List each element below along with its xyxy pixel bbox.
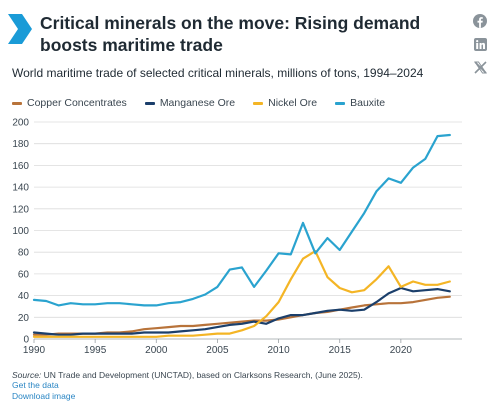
x-tick-label: 1995 <box>84 345 107 356</box>
y-tick-label: 0 <box>23 335 29 346</box>
legend-swatch <box>335 101 346 105</box>
source-label: Source: <box>12 370 42 380</box>
legend-swatch <box>12 101 22 105</box>
download-image-link[interactable]: Download image <box>12 391 76 401</box>
x-tick-label: 2010 <box>267 345 290 356</box>
legend-label: Bauxite <box>350 97 386 109</box>
y-tick-label: 160 <box>12 161 29 172</box>
legend-item-nickel: Nickel Ore <box>253 97 317 109</box>
legend-swatch <box>144 101 155 105</box>
y-tick-label: 140 <box>12 183 29 194</box>
series-line-manganese-ore <box>32 286 451 336</box>
y-tick-label: 80 <box>18 248 30 259</box>
source-text: UN Trade and Development (UNCTAD), based… <box>43 370 363 380</box>
x-tick-label: 2005 <box>206 345 229 356</box>
series-line-copper-concentrates <box>32 295 451 336</box>
y-tick-label: 60 <box>18 269 30 280</box>
chart-legend: Copper Concentrates Manganese Ore Nickel… <box>12 96 385 110</box>
logo-chevron-icon <box>8 14 32 44</box>
page-title: Critical minerals on the move: Rising de… <box>40 13 421 55</box>
legend-item-manganese: Manganese Ore <box>144 97 236 109</box>
share-icons <box>470 14 490 74</box>
legend-item-copper: Copper Concentrates <box>12 97 127 109</box>
legend-item-bauxite: Bauxite <box>335 97 385 109</box>
x-tick-label: 2015 <box>329 345 352 356</box>
x-tick-label: 2000 <box>145 345 168 356</box>
y-tick-label: 180 <box>12 139 29 150</box>
legend-label: Nickel Ore <box>268 97 318 109</box>
y-tick-label: 200 <box>12 118 29 129</box>
x-tick-label: 1990 <box>23 345 46 356</box>
y-tick-label: 40 <box>18 291 30 302</box>
source-note: Source: UN Trade and Development (UNCTAD… <box>12 370 363 380</box>
y-tick-label: 20 <box>18 313 30 324</box>
x-tick-label: 2020 <box>390 345 413 356</box>
x-icon[interactable] <box>473 61 487 74</box>
series-line-bauxite <box>32 133 451 307</box>
y-tick-label: 120 <box>12 204 29 215</box>
legend-label: Manganese Ore <box>159 97 236 109</box>
legend-label: Copper Concentrates <box>27 97 127 109</box>
chart-subtitle: World maritime trade of selected critica… <box>12 66 424 80</box>
facebook-icon[interactable] <box>473 14 487 28</box>
y-tick-label: 100 <box>12 226 29 237</box>
legend-swatch <box>253 101 264 105</box>
series-line-nickel-ore <box>32 250 451 338</box>
get-data-link[interactable]: Get the data <box>12 380 59 390</box>
linkedin-icon[interactable] <box>473 38 487 51</box>
line-chart: 0 20 40 60 80 100 120 140 160 180 200 1990 1995 2000 2… <box>12 118 462 356</box>
